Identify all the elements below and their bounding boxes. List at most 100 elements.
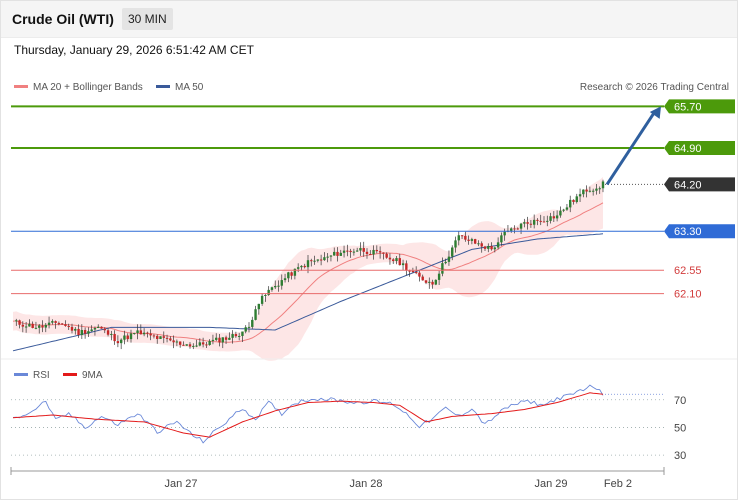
candle-body [349, 250, 352, 253]
rsi-panel: 70 50 30 [11, 384, 686, 462]
candle-body [336, 251, 339, 256]
candle-body [188, 344, 192, 347]
candle-body [569, 199, 572, 208]
timestamp: Thursday, January 29, 2026 6:51:42 AM CE… [14, 43, 254, 57]
rsi-tick-label: 50 [674, 422, 686, 434]
candle-body [460, 235, 464, 237]
level-label-63.30: 63.30 [674, 226, 702, 238]
candle-body [369, 253, 372, 255]
candle-body [359, 248, 362, 251]
candle-body [480, 243, 483, 247]
candle-body [529, 223, 533, 225]
ma50-legend-swatch [156, 85, 170, 88]
price-legend: MA 20 + Bollinger Bands MA 50 Research ©… [14, 82, 729, 93]
candle-body [129, 333, 133, 340]
candle-body [585, 189, 588, 192]
candle-body [365, 251, 369, 254]
candle-body [93, 328, 97, 330]
candle-body [18, 320, 21, 325]
candle-body [60, 323, 64, 325]
candle-body [375, 249, 379, 252]
candle-body [260, 295, 264, 304]
candle-body [342, 250, 346, 253]
candle-body [119, 339, 123, 344]
candle-body [139, 330, 143, 335]
candle-body [526, 222, 529, 224]
candle-body [74, 328, 77, 331]
candle-body [582, 189, 585, 195]
rsi-ma-line [12, 392, 604, 438]
candle-body [552, 216, 556, 219]
candle-body [523, 222, 526, 224]
candle-body [303, 265, 306, 268]
candle-body [156, 335, 159, 340]
candle-body [428, 281, 431, 283]
candle-body [211, 339, 215, 341]
candle-body [172, 340, 175, 343]
level-tag-bg [664, 177, 735, 192]
candle-body [38, 325, 41, 328]
candle-body [421, 276, 424, 281]
candle-body [510, 228, 513, 231]
rsi-legend-label: RSI [33, 370, 50, 381]
level-tag-bg [664, 224, 735, 239]
candle-body [31, 323, 34, 329]
price-panel [12, 177, 605, 361]
candle-body [215, 337, 218, 340]
candle-body [575, 196, 578, 203]
candle-body [28, 323, 31, 327]
candle-body [87, 331, 90, 334]
candle-body [519, 223, 523, 229]
candle-body [598, 188, 601, 190]
candle-body [264, 295, 267, 297]
candle-body [388, 257, 392, 260]
candle-body [175, 341, 179, 343]
candle-body [283, 278, 287, 281]
candle-body [392, 259, 395, 262]
candle-body [182, 344, 185, 346]
candle-body [205, 344, 208, 346]
candle-body [536, 219, 539, 221]
timeframe-badge[interactable]: 30 MIN [122, 8, 173, 30]
candle-body [398, 258, 401, 266]
candle-body [67, 326, 70, 328]
rsi-tick-label: 30 [674, 450, 686, 462]
candle-body [290, 272, 293, 276]
rsi-tick-label: 70 [674, 395, 686, 407]
instrument-title: Crude Oil (WTI) [12, 11, 114, 27]
candle-body [178, 341, 182, 345]
level-label-62.55: 62.55 [674, 265, 702, 277]
candle-body [562, 209, 565, 211]
candle-body [431, 281, 434, 285]
rsi-legend-swatch [14, 373, 28, 376]
level-label-64.20: 64.20 [674, 179, 702, 191]
candle-body [588, 190, 592, 192]
candle-body [457, 235, 460, 241]
candle-body [418, 272, 421, 277]
candle-body [382, 252, 385, 254]
x-tick-label: Feb 2 [604, 478, 632, 490]
rsi-line [12, 384, 604, 444]
candle-body [405, 263, 408, 271]
candle-body [310, 260, 313, 262]
candle-body [270, 287, 274, 290]
candle-body [83, 329, 87, 334]
candle-body [221, 337, 224, 343]
level-label-62.10: 62.10 [674, 289, 702, 301]
candle-body [437, 273, 441, 280]
candle-body [44, 324, 47, 328]
candle-body [454, 240, 457, 248]
level-label-64.90: 64.90 [674, 143, 702, 155]
candle-body [64, 324, 67, 327]
candle-body [90, 329, 93, 332]
candle-body [80, 329, 84, 335]
candle-body [70, 326, 74, 331]
ma50-line [12, 233, 604, 352]
candle-body [237, 335, 241, 337]
candle-body [51, 321, 54, 323]
candle-body [572, 199, 575, 203]
candle-body [208, 340, 211, 346]
candle-body [54, 321, 57, 323]
candle-body [408, 270, 411, 272]
